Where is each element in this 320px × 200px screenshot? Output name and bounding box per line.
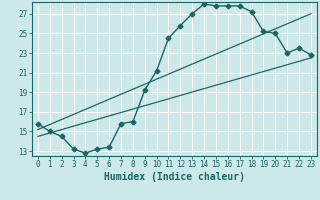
X-axis label: Humidex (Indice chaleur): Humidex (Indice chaleur)	[104, 172, 245, 182]
